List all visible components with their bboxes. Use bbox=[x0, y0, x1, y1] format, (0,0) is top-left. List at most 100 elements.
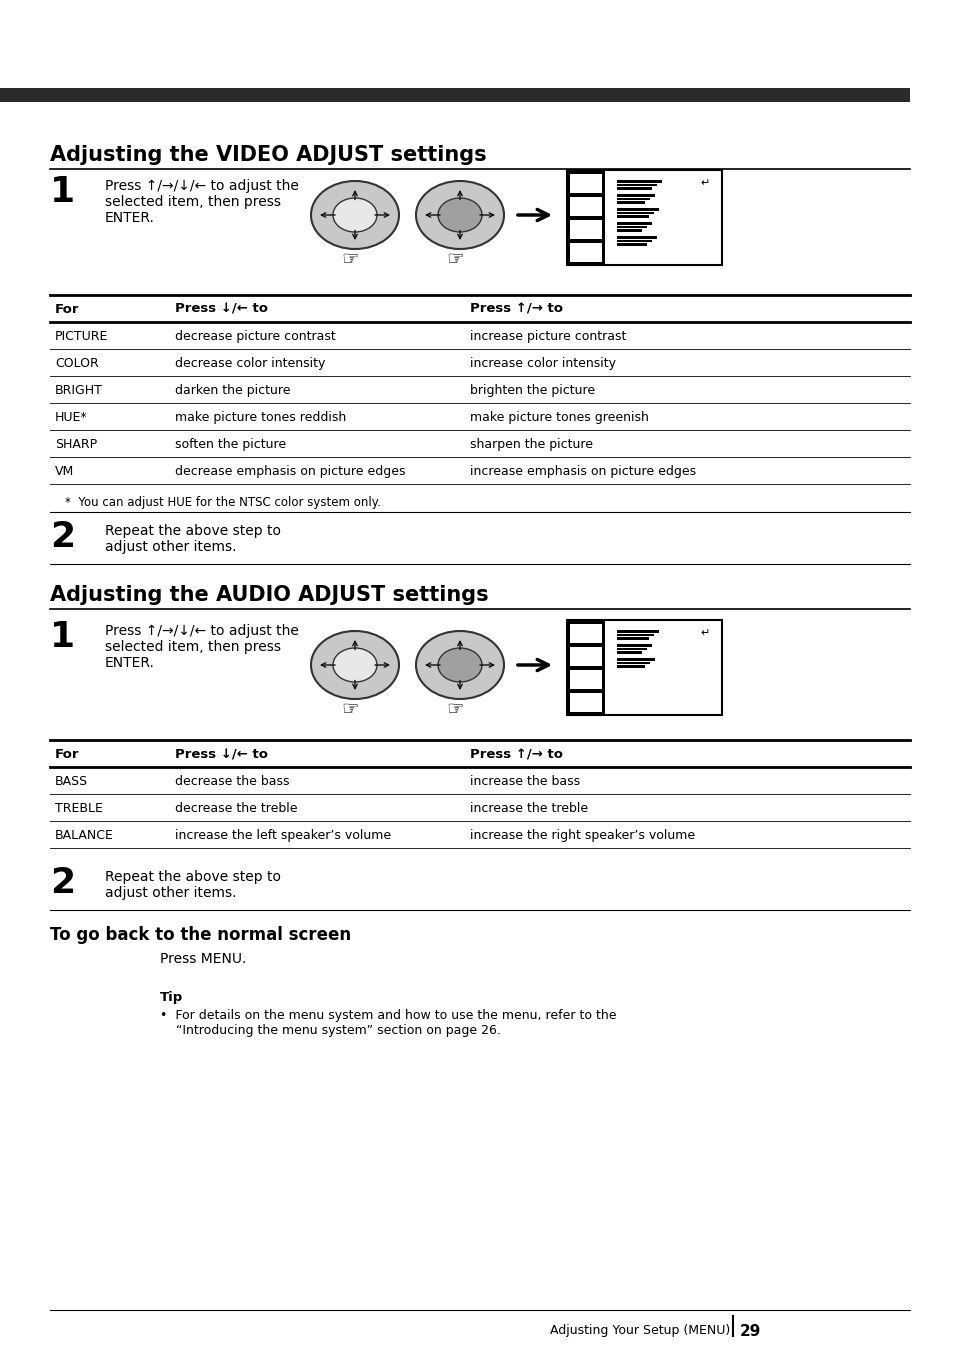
Bar bbox=[617, 665, 644, 668]
Text: 1: 1 bbox=[50, 175, 75, 209]
Text: BALANCE: BALANCE bbox=[55, 829, 113, 841]
Bar bbox=[569, 648, 601, 667]
Text: Press ↓/← to: Press ↓/← to bbox=[174, 748, 268, 762]
Bar bbox=[569, 671, 601, 690]
Text: increase the treble: increase the treble bbox=[470, 802, 587, 814]
Text: decrease picture contrast: decrease picture contrast bbox=[174, 331, 335, 343]
Text: For: For bbox=[55, 304, 79, 316]
Bar bbox=[569, 694, 601, 713]
Text: increase the right speaker’s volume: increase the right speaker’s volume bbox=[470, 829, 695, 841]
Text: Adjusting the AUDIO ADJUST settings: Adjusting the AUDIO ADJUST settings bbox=[50, 585, 488, 604]
Bar bbox=[617, 229, 641, 232]
Text: ☞: ☞ bbox=[446, 251, 463, 270]
Bar bbox=[617, 194, 655, 196]
Text: Press ↓/← to: Press ↓/← to bbox=[174, 304, 268, 316]
Text: 2: 2 bbox=[50, 520, 75, 554]
Text: darken the picture: darken the picture bbox=[174, 383, 291, 397]
Text: decrease the bass: decrease the bass bbox=[174, 775, 289, 789]
Text: decrease emphasis on picture edges: decrease emphasis on picture edges bbox=[174, 465, 405, 478]
Bar bbox=[617, 630, 659, 633]
Text: Press ↑/→ to: Press ↑/→ to bbox=[470, 748, 562, 762]
Text: decrease the treble: decrease the treble bbox=[174, 802, 297, 814]
Bar bbox=[617, 659, 655, 660]
Text: 2: 2 bbox=[50, 866, 75, 900]
Text: HUE*: HUE* bbox=[55, 411, 88, 424]
Bar bbox=[569, 196, 601, 217]
Bar bbox=[569, 173, 601, 194]
Text: Adjusting the VIDEO ADJUST settings: Adjusting the VIDEO ADJUST settings bbox=[50, 145, 486, 165]
Text: Press ↑/→/↓/← to adjust the
selected item, then press
ENTER.: Press ↑/→/↓/← to adjust the selected ite… bbox=[105, 625, 298, 671]
Bar bbox=[617, 215, 648, 218]
Ellipse shape bbox=[416, 631, 503, 699]
Bar bbox=[566, 621, 721, 715]
Bar bbox=[617, 187, 651, 190]
Bar bbox=[617, 222, 651, 225]
Text: Repeat the above step to
adjust other items.: Repeat the above step to adjust other it… bbox=[105, 524, 281, 554]
Text: Press MENU.: Press MENU. bbox=[160, 953, 246, 966]
Bar bbox=[617, 236, 657, 238]
Ellipse shape bbox=[416, 182, 503, 249]
Text: increase color intensity: increase color intensity bbox=[470, 356, 616, 370]
Text: 29: 29 bbox=[740, 1324, 760, 1339]
Text: decrease color intensity: decrease color intensity bbox=[174, 356, 325, 370]
Ellipse shape bbox=[333, 648, 376, 682]
Bar bbox=[617, 661, 649, 664]
Bar bbox=[566, 169, 604, 266]
Text: 1: 1 bbox=[50, 621, 75, 654]
Text: increase the bass: increase the bass bbox=[470, 775, 579, 789]
Text: To go back to the normal screen: To go back to the normal screen bbox=[50, 925, 351, 944]
Text: Press ↑/→/↓/← to adjust the
selected item, then press
ENTER.: Press ↑/→/↓/← to adjust the selected ite… bbox=[105, 179, 298, 225]
Text: increase picture contrast: increase picture contrast bbox=[470, 331, 626, 343]
Ellipse shape bbox=[437, 198, 481, 232]
Text: SHARP: SHARP bbox=[55, 438, 97, 451]
Text: VM: VM bbox=[55, 465, 74, 478]
Ellipse shape bbox=[333, 198, 376, 232]
Text: ☞: ☞ bbox=[341, 701, 358, 720]
Bar bbox=[617, 183, 657, 186]
Bar bbox=[566, 169, 721, 266]
Text: sharpen the picture: sharpen the picture bbox=[470, 438, 593, 451]
Bar bbox=[617, 650, 641, 653]
Text: make picture tones greenish: make picture tones greenish bbox=[470, 411, 648, 424]
Text: For: For bbox=[55, 748, 79, 762]
Text: Tip: Tip bbox=[160, 991, 183, 1004]
Bar bbox=[617, 225, 646, 228]
Bar bbox=[617, 198, 649, 201]
Ellipse shape bbox=[437, 648, 481, 682]
Text: ↵: ↵ bbox=[700, 178, 709, 188]
Ellipse shape bbox=[311, 631, 398, 699]
Bar bbox=[617, 211, 654, 214]
Text: make picture tones reddish: make picture tones reddish bbox=[174, 411, 346, 424]
Text: *  You can adjust HUE for the NTSC color system only.: * You can adjust HUE for the NTSC color … bbox=[65, 496, 380, 509]
Text: COLOR: COLOR bbox=[55, 356, 99, 370]
Text: BASS: BASS bbox=[55, 775, 88, 789]
Bar bbox=[617, 240, 651, 243]
Ellipse shape bbox=[311, 182, 398, 249]
Bar bbox=[0, 88, 909, 102]
Bar bbox=[617, 243, 646, 245]
Text: ☞: ☞ bbox=[341, 251, 358, 270]
Text: ↵: ↵ bbox=[700, 627, 709, 638]
Text: increase the left speaker’s volume: increase the left speaker’s volume bbox=[174, 829, 391, 841]
Text: BRIGHT: BRIGHT bbox=[55, 383, 103, 397]
Bar bbox=[617, 644, 651, 646]
Text: PICTURE: PICTURE bbox=[55, 331, 109, 343]
Text: soften the picture: soften the picture bbox=[174, 438, 286, 451]
Text: Repeat the above step to
adjust other items.: Repeat the above step to adjust other it… bbox=[105, 870, 281, 900]
Bar bbox=[617, 180, 661, 183]
Text: TREBLE: TREBLE bbox=[55, 802, 103, 814]
Text: increase emphasis on picture edges: increase emphasis on picture edges bbox=[470, 465, 696, 478]
Bar bbox=[617, 634, 654, 635]
Bar bbox=[569, 625, 601, 644]
Text: Press ↑/→ to: Press ↑/→ to bbox=[470, 304, 562, 316]
Text: •  For details on the menu system and how to use the menu, refer to the
    “Int: • For details on the menu system and how… bbox=[160, 1009, 616, 1037]
Text: ☞: ☞ bbox=[446, 701, 463, 720]
Bar bbox=[617, 209, 659, 210]
Bar bbox=[569, 244, 601, 263]
Bar bbox=[566, 621, 604, 715]
Bar bbox=[617, 648, 646, 650]
Text: brighten the picture: brighten the picture bbox=[470, 383, 595, 397]
Bar bbox=[617, 201, 644, 203]
Text: Adjusting Your Setup (MENU): Adjusting Your Setup (MENU) bbox=[549, 1324, 729, 1337]
Bar bbox=[569, 221, 601, 240]
